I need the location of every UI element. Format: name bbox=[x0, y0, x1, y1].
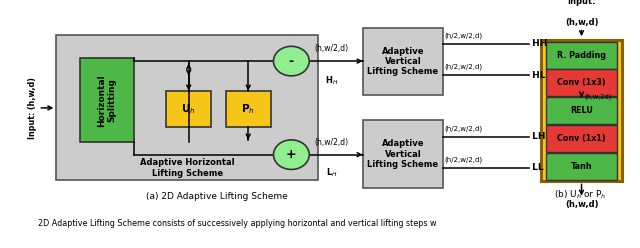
Bar bbox=[546, 69, 617, 96]
Text: Input: (h,w,d): Input: (h,w,d) bbox=[28, 77, 37, 139]
Text: Tanh: Tanh bbox=[571, 162, 593, 171]
Text: R. Padding: R. Padding bbox=[557, 51, 606, 60]
Bar bbox=[546, 42, 617, 69]
Text: (h/2,w/2,d): (h/2,w/2,d) bbox=[444, 125, 483, 132]
Text: (h/2,w/2,d): (h/2,w/2,d) bbox=[444, 64, 483, 70]
Text: 2D Adaptive Lifting Scheme consists of successively applying horizontal and vert: 2D Adaptive Lifting Scheme consists of s… bbox=[38, 219, 437, 228]
Text: L$_H$: L$_H$ bbox=[326, 166, 337, 179]
Text: Adaptive Horizontal
Lifting Scheme: Adaptive Horizontal Lifting Scheme bbox=[140, 158, 234, 178]
Bar bbox=[546, 125, 617, 152]
Text: -: - bbox=[289, 55, 294, 68]
Bar bbox=[56, 35, 318, 181]
Text: (h/2,w/2,d): (h/2,w/2,d) bbox=[444, 156, 483, 163]
Text: U$_h$: U$_h$ bbox=[181, 102, 196, 116]
Bar bbox=[80, 58, 134, 142]
Text: +: + bbox=[286, 148, 297, 161]
Text: (h,w/2,d): (h,w/2,d) bbox=[315, 44, 349, 54]
Text: (b) U$_h$ or P$_h$: (b) U$_h$ or P$_h$ bbox=[554, 189, 606, 201]
Text: RELU: RELU bbox=[570, 106, 593, 115]
Text: (h,w,2d): (h,w,2d) bbox=[584, 93, 612, 100]
Text: Conv (1x1): Conv (1x1) bbox=[557, 134, 606, 143]
Bar bbox=[546, 153, 617, 180]
Text: (h,w,d): (h,w,d) bbox=[564, 18, 598, 27]
Text: H$_H$: H$_H$ bbox=[325, 74, 339, 87]
Text: Adaptive
Vertical
Lifting Scheme: Adaptive Vertical Lifting Scheme bbox=[367, 139, 438, 169]
Ellipse shape bbox=[273, 46, 309, 76]
Bar bbox=[363, 28, 443, 95]
Text: Adaptive
Vertical
Lifting Scheme: Adaptive Vertical Lifting Scheme bbox=[367, 47, 438, 76]
Text: HH: HH bbox=[529, 39, 548, 48]
Text: Conv (1x3): Conv (1x3) bbox=[557, 78, 606, 88]
Bar bbox=[546, 97, 617, 124]
Text: LH: LH bbox=[529, 132, 546, 141]
Bar bbox=[541, 40, 621, 181]
Bar bbox=[226, 91, 271, 127]
Text: (h/2,w/2,d): (h/2,w/2,d) bbox=[444, 33, 483, 39]
Text: (h,w,d): (h,w,d) bbox=[564, 200, 598, 210]
Text: Horizontal
Splitting: Horizontal Splitting bbox=[97, 74, 116, 127]
Bar bbox=[166, 91, 211, 127]
Text: Input:: Input: bbox=[567, 0, 596, 6]
Text: HL: HL bbox=[529, 71, 546, 80]
Text: P$_h$: P$_h$ bbox=[241, 102, 255, 116]
Bar bbox=[363, 120, 443, 188]
Ellipse shape bbox=[273, 140, 309, 169]
Text: LL: LL bbox=[529, 163, 544, 172]
Text: (h,w/2,d): (h,w/2,d) bbox=[315, 138, 349, 147]
Text: (a) 2D Adaptive Lifting Scheme: (a) 2D Adaptive Lifting Scheme bbox=[146, 192, 288, 201]
